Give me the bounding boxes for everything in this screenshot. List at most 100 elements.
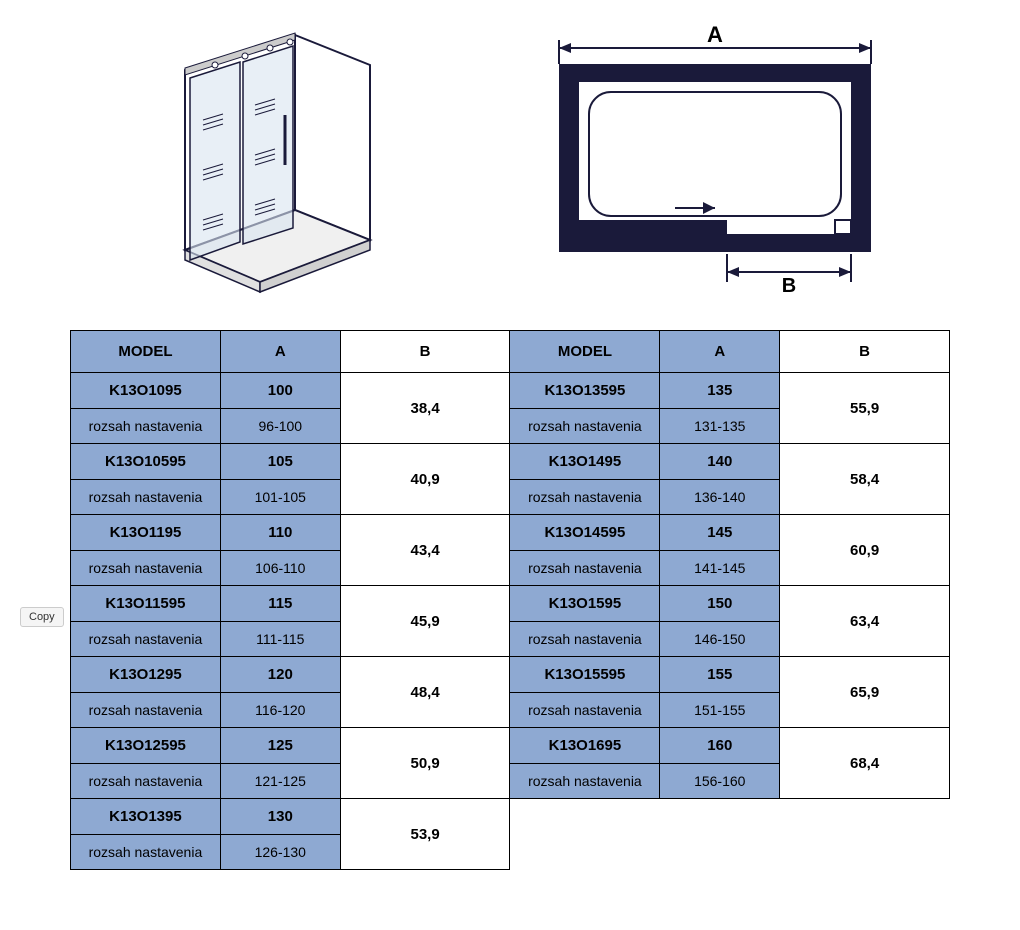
model-cell-right: K13O14595 rozsah nastavenia (510, 515, 660, 586)
a-value: 160 (660, 728, 779, 763)
model-cell-left: K13O1095 rozsah nastavenia (71, 373, 221, 444)
a-value: 130 (221, 799, 340, 834)
a-value: 115 (221, 586, 340, 621)
a-cell-left: 115 111-115 (220, 586, 340, 657)
b-cell-right: 60,9 (780, 515, 950, 586)
a-value: 155 (660, 657, 779, 692)
a-cell-right: 160 156-160 (660, 728, 780, 799)
range-label: rozsah nastavenia (510, 621, 659, 657)
table-row: K13O1095 rozsah nastavenia 100 96-100 38… (71, 373, 950, 444)
model-cell-right: K13O15595 rozsah nastavenia (510, 657, 660, 728)
b-cell-right: 58,4 (780, 444, 950, 515)
range-label: rozsah nastavenia (71, 763, 220, 799)
b-cell-left: 53,9 (340, 799, 510, 870)
range-label: rozsah nastavenia (71, 550, 220, 586)
range-label: rozsah nastavenia (510, 408, 659, 444)
table-row: K13O1295 rozsah nastavenia 120 116-120 4… (71, 657, 950, 728)
a-value: 135 (660, 373, 779, 408)
model-name: K13O13595 (510, 373, 659, 408)
table-header-row: MODEL A B MODEL A B (71, 331, 950, 373)
model-name: K13O1195 (71, 515, 220, 550)
a-cell-left: 130 126-130 (220, 799, 340, 870)
th-model-left: MODEL (71, 331, 221, 373)
table-row: K13O12595 rozsah nastavenia 125 121-125 … (71, 728, 950, 799)
a-range: 151-155 (660, 692, 779, 728)
model-name: K13O1595 (510, 586, 659, 621)
dimension-2d-diagram: A B (535, 20, 895, 300)
table-row: K13O1195 rozsah nastavenia 110 106-110 4… (71, 515, 950, 586)
a-value: 100 (221, 373, 340, 408)
th-b-right: B (780, 331, 950, 373)
b-cell-left: 50,9 (340, 728, 510, 799)
a-range: 131-135 (660, 408, 779, 444)
range-label: rozsah nastavenia (510, 550, 659, 586)
model-name: K13O14595 (510, 515, 659, 550)
a-cell-right: 150 146-150 (660, 586, 780, 657)
range-label: rozsah nastavenia (71, 692, 220, 728)
table-row: K13O11595 rozsah nastavenia 115 111-115 … (71, 586, 950, 657)
a-range: 136-140 (660, 479, 779, 515)
model-name: K13O1495 (510, 444, 659, 479)
dim-label-a: A (707, 22, 723, 47)
page-root: A B Copy MODEL A (0, 0, 1020, 870)
b-cell-left: 43,4 (340, 515, 510, 586)
copy-button[interactable]: Copy (20, 607, 64, 627)
model-cell-left: K13O12595 rozsah nastavenia (71, 728, 221, 799)
spec-table: MODEL A B MODEL A B K13O1095 rozsah nast… (70, 330, 950, 870)
b-cell-left: 45,9 (340, 586, 510, 657)
model-cell-right: K13O1495 rozsah nastavenia (510, 444, 660, 515)
diagram-area: A B (0, 0, 1020, 330)
a-range: 116-120 (221, 692, 340, 728)
model-cell-left: K13O1195 rozsah nastavenia (71, 515, 221, 586)
a-range: 111-115 (221, 621, 340, 657)
a-value: 110 (221, 515, 340, 550)
range-label: rozsah nastavenia (71, 408, 220, 444)
model-name: K13O11595 (71, 586, 220, 621)
range-label: rozsah nastavenia (510, 692, 659, 728)
model-name: K13O1695 (510, 728, 659, 763)
b-cell-right: 68,4 (780, 728, 950, 799)
range-label: rozsah nastavenia (510, 479, 659, 515)
a-value: 105 (221, 444, 340, 479)
b-cell-right: 65,9 (780, 657, 950, 728)
a-range: 106-110 (221, 550, 340, 586)
a-range: 146-150 (660, 621, 779, 657)
model-name: K13O10595 (71, 444, 220, 479)
a-range: 156-160 (660, 763, 779, 799)
a-range: 141-145 (660, 550, 779, 586)
dim-label-b: B (782, 275, 796, 297)
a-cell-right: 140 136-140 (660, 444, 780, 515)
a-cell-right: 145 141-145 (660, 515, 780, 586)
th-a-left: A (220, 331, 340, 373)
model-cell-left: K13O10595 rozsah nastavenia (71, 444, 221, 515)
a-value: 120 (221, 657, 340, 692)
b-cell-left: 40,9 (340, 444, 510, 515)
a-cell-left: 110 106-110 (220, 515, 340, 586)
model-cell-left: K13O1295 rozsah nastavenia (71, 657, 221, 728)
b-cell-right: 63,4 (780, 586, 950, 657)
a-cell-left: 120 116-120 (220, 657, 340, 728)
model-name: K13O1395 (71, 799, 220, 834)
range-label: rozsah nastavenia (510, 763, 659, 799)
a-cell-left: 125 121-125 (220, 728, 340, 799)
a-cell-left: 105 101-105 (220, 444, 340, 515)
th-model-right: MODEL (510, 331, 660, 373)
a-range: 96-100 (221, 408, 340, 444)
a-value: 145 (660, 515, 779, 550)
model-name: K13O1295 (71, 657, 220, 692)
model-cell-right: K13O13595 rozsah nastavenia (510, 373, 660, 444)
a-cell-left: 100 96-100 (220, 373, 340, 444)
a-range: 126-130 (221, 834, 340, 870)
a-range: 101-105 (221, 479, 340, 515)
model-cell-right: K13O1695 rozsah nastavenia (510, 728, 660, 799)
b-cell-right: 55,9 (780, 373, 950, 444)
b-cell-left: 48,4 (340, 657, 510, 728)
th-b-left: B (340, 331, 510, 373)
table-row: K13O1395 rozsah nastavenia 130 126-130 5… (71, 799, 950, 870)
a-value: 150 (660, 586, 779, 621)
table-row: K13O10595 rozsah nastavenia 105 101-105 … (71, 444, 950, 515)
range-label: rozsah nastavenia (71, 834, 220, 870)
model-cell-left: K13O11595 rozsah nastavenia (71, 586, 221, 657)
th-a-right: A (660, 331, 780, 373)
model-cell-left: K13O1395 rozsah nastavenia (71, 799, 221, 870)
